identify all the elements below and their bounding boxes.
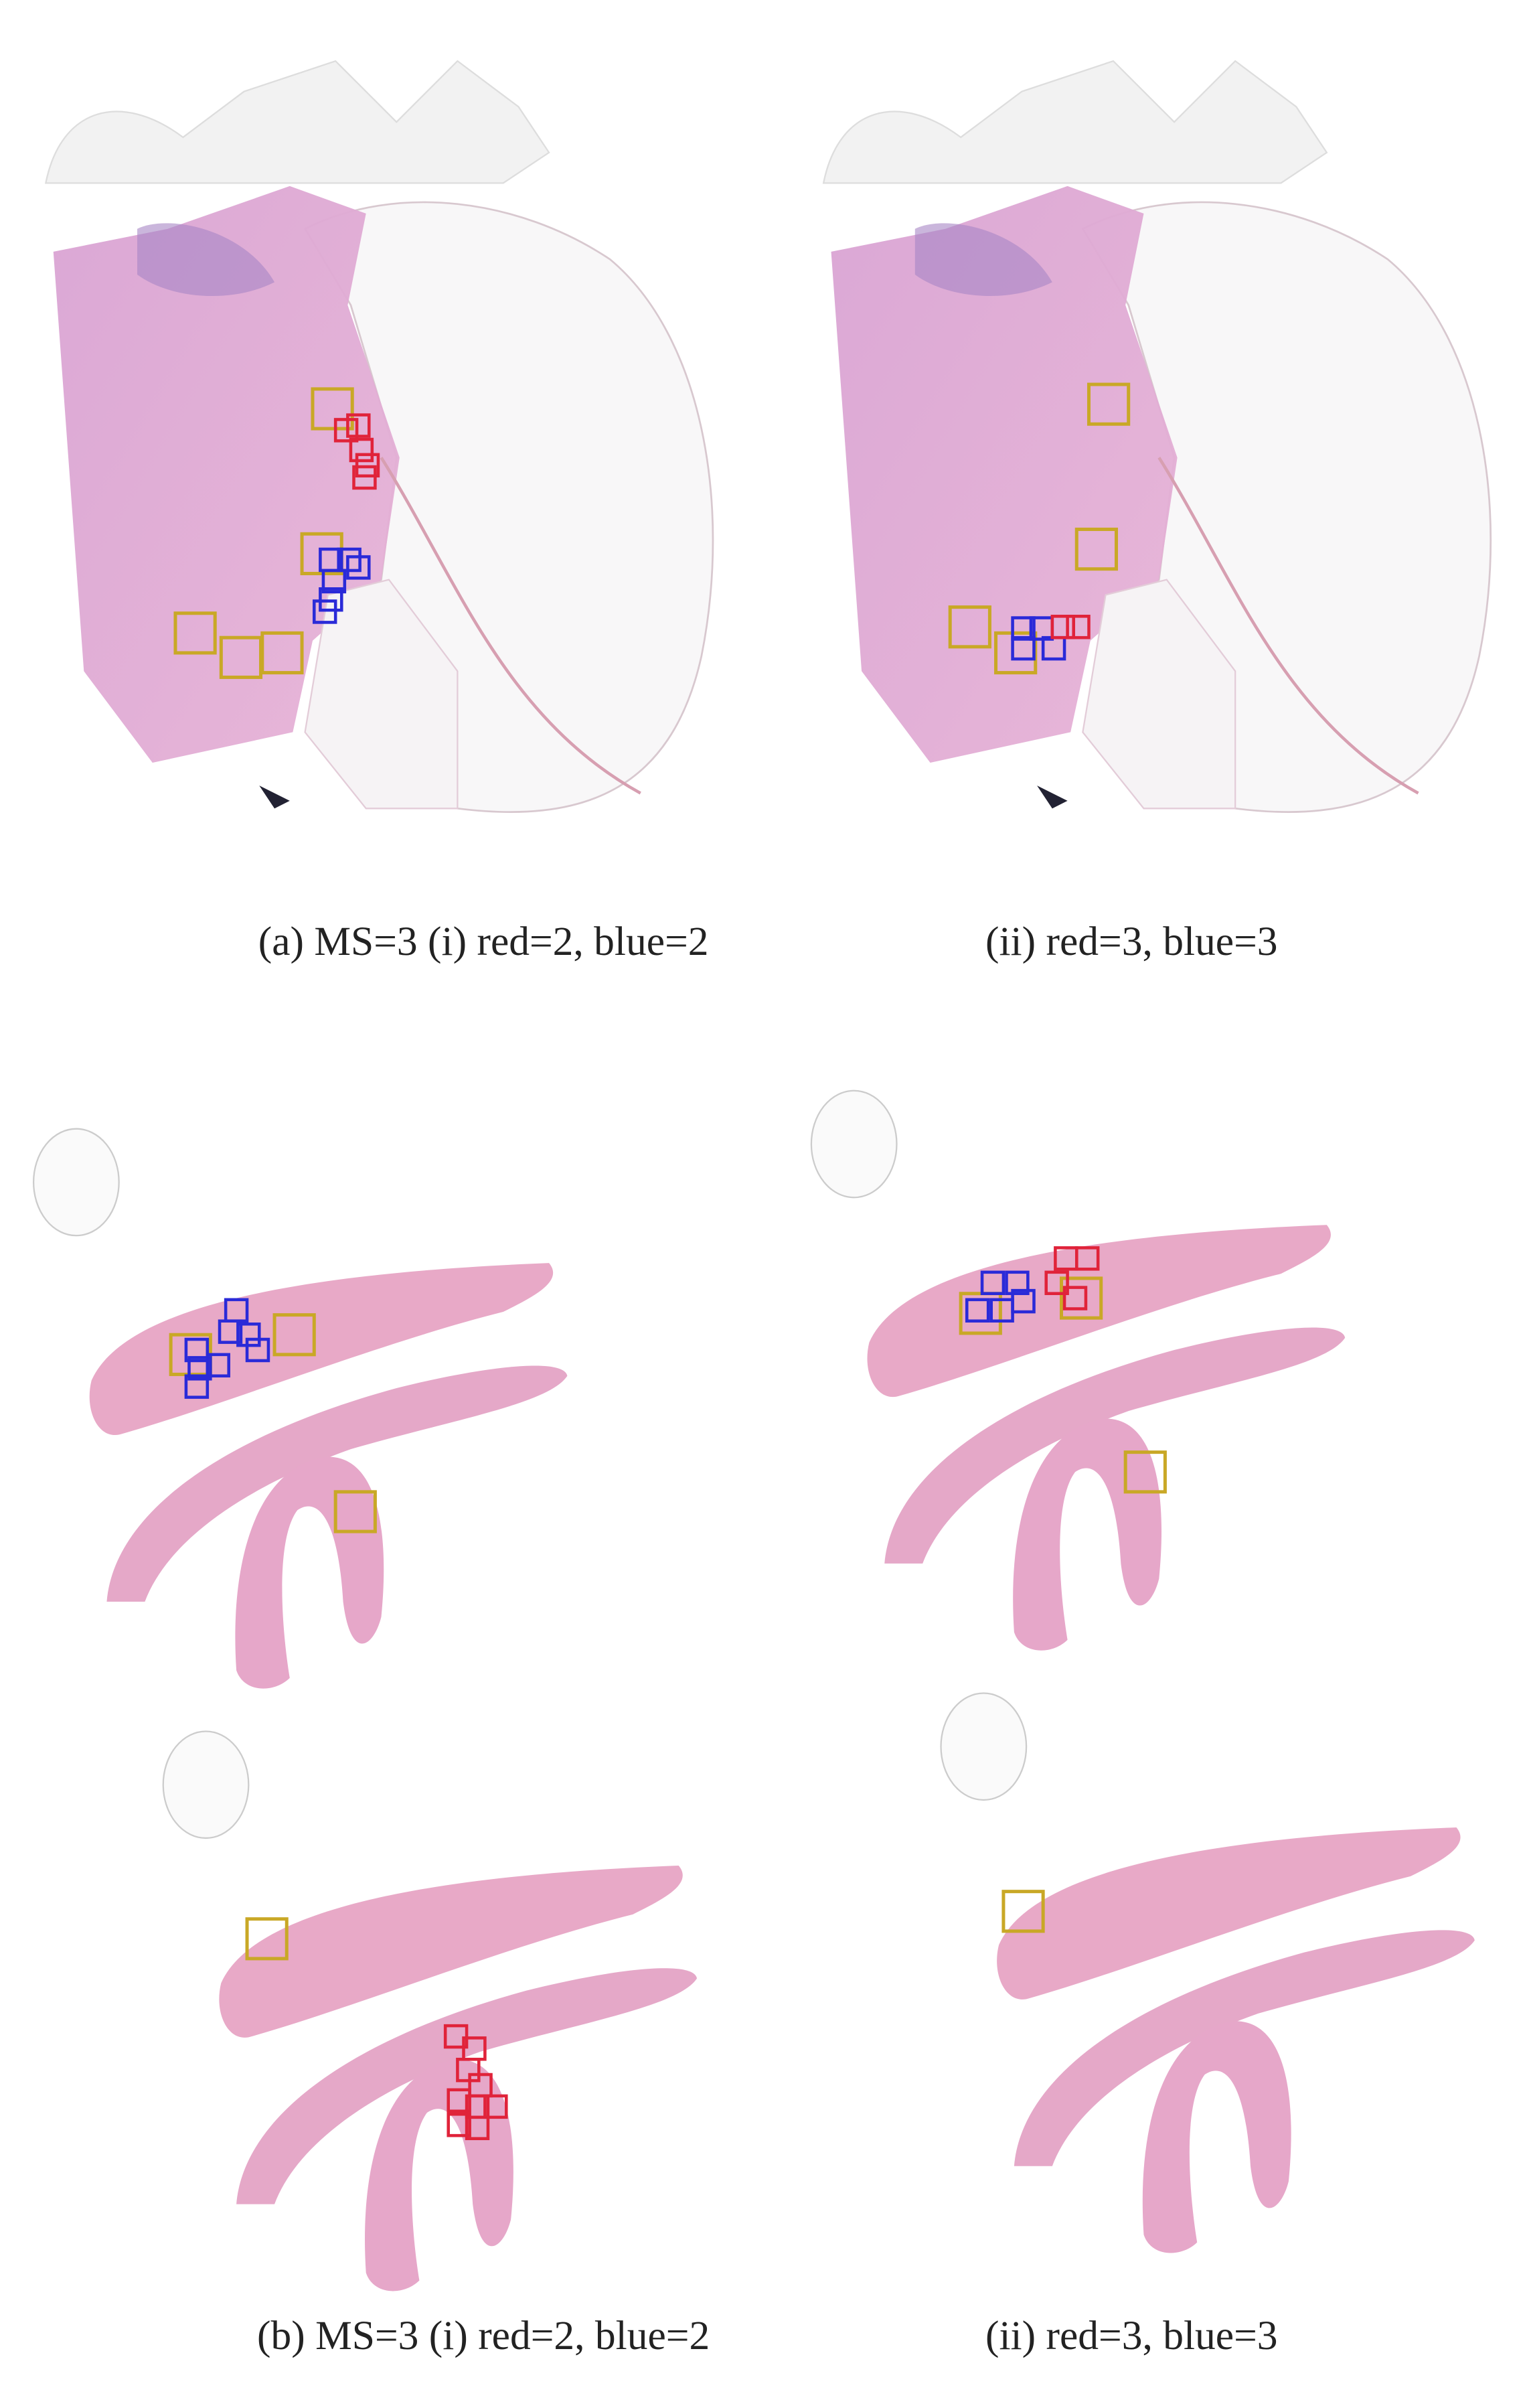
slide-image	[823, 61, 1491, 812]
slide-image	[162, 1730, 698, 2292]
caption: (ii) red=3, blue=3	[985, 919, 1278, 964]
caption: (ii) red=3, blue=3	[985, 2313, 1278, 2358]
slide-image	[32, 1128, 568, 1689]
caption: (a) MS=3 (i) red=2, blue=2	[258, 919, 709, 964]
slide-image	[810, 1089, 1346, 1651]
slide-image	[940, 1692, 1475, 2254]
caption: (b) MS=3 (i) red=2, blue=2	[257, 2313, 710, 2358]
slide-image	[46, 61, 713, 812]
